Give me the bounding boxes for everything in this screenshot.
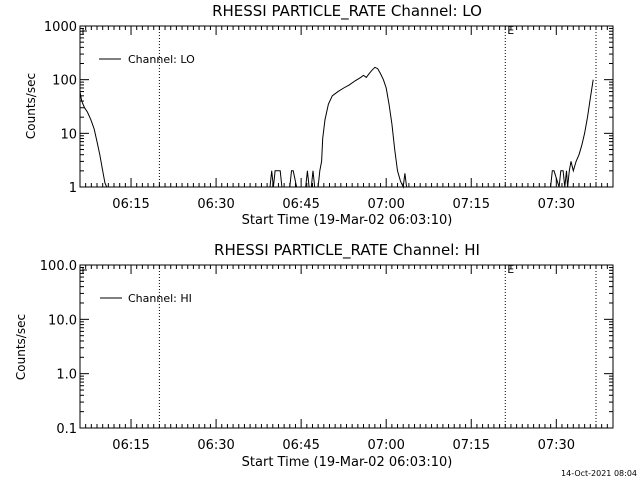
x-axis-hi: 06:15 06:30 06:45 07:00 07:15 07:30 (79, 265, 614, 453)
x-tick-label-hi: 06:45 (282, 438, 319, 453)
x-tick-label-hi: 07:30 (538, 438, 575, 453)
x-tick-label-lo: 06:15 (112, 197, 149, 212)
x-axis-label-lo: Start Time (19-Mar-02 06:03:10) (242, 213, 453, 228)
chart-title-lo: RHESSI PARTICLE_RATE Channel: LO (212, 2, 482, 21)
y-axis-lo: 1 10 100 1000 (44, 20, 613, 196)
panel-lo: RHESSI PARTICLE_RATE Channel: LO 1101001… (24, 2, 614, 228)
y-tick-label-lo: 1000 (44, 20, 77, 35)
time-marker-label-hi: E (507, 263, 514, 276)
y-tick-label-lo: 10 (60, 127, 77, 142)
plot-frame-hi (79, 264, 614, 429)
x-tick-label-lo: 06:30 (197, 197, 234, 212)
x-tick-label-lo: 06:45 (282, 197, 319, 212)
y-tick-label-hi: 10.0 (48, 313, 77, 328)
legend-label-lo: Channel: LO (128, 53, 195, 66)
x-tick-label-lo: 07:15 (453, 197, 490, 212)
y-axis-label-hi: Counts/sec (14, 314, 28, 380)
chart-title-hi: RHESSI PARTICLE_RATE Channel: HI (214, 241, 480, 260)
x-tick-label-hi: 06:30 (197, 438, 234, 453)
plot-frame-lo (79, 25, 614, 188)
x-tick-label-hi: 07:00 (367, 438, 404, 453)
footer-timestamp: 14-Oct-2021 08:04 (561, 469, 637, 478)
x-tick-label-lo: 07:00 (367, 197, 404, 212)
time-marker-label-lo: E (507, 24, 514, 37)
x-axis-label-hi: Start Time (19-Mar-02 06:03:10) (242, 455, 453, 470)
series-line-lo (79, 66, 594, 189)
markers-hi: E (82, 263, 597, 428)
x-tick-label-hi: 07:15 (453, 438, 490, 453)
x-tick-label-lo: 07:30 (538, 197, 575, 212)
y-tick-label-hi: 1.0 (56, 368, 77, 383)
y-tick-label-lo: 100 (52, 74, 77, 89)
y-axis-label-lo: Counts/sec (24, 73, 38, 139)
y-tick-label-lo: 1 (69, 181, 77, 196)
series-lo (79, 66, 594, 189)
x-tick-label-hi: 06:15 (112, 438, 149, 453)
legend-label-hi: Channel: HI (128, 292, 192, 305)
y-tick-label-hi: 0.1 (56, 422, 77, 437)
markers-lo: E (82, 24, 597, 187)
y-tick-label-hi: 100.0 (40, 259, 77, 274)
panel-hi: RHESSI PARTICLE_RATE Channel: HI 0.1 1.0 1… (14, 241, 614, 470)
y-axis-hi: 0.1 1.0 10.0 100.0 (40, 259, 613, 437)
